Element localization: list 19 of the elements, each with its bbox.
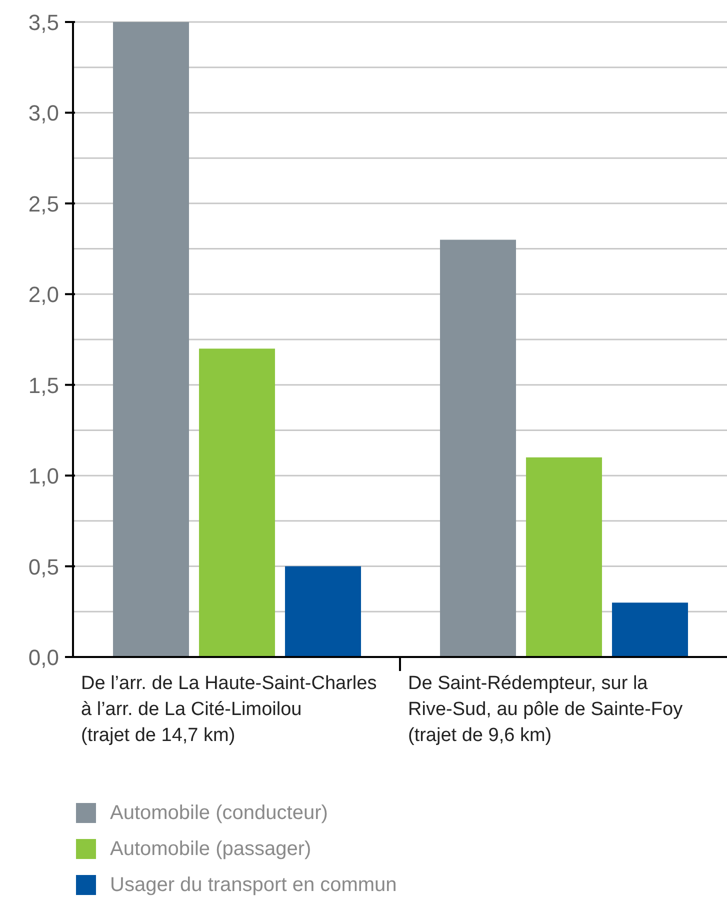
legend-label: Automobile (conducteur) [110,802,328,824]
y-tick-label: 3,5 [28,10,59,35]
y-tick-label: 1,5 [28,372,59,398]
y-tick-label: 0,5 [28,554,59,580]
x-tick-label: De l’arr. de La Haute-Saint-Charles à l’arr. de La Cité-Limoilou (trajet de 14,7 km) [81,673,377,746]
legend-label: Usager du transport en commun [110,874,397,896]
y-tick-label: 3,0 [28,100,59,126]
y-tick-label: 0,0 [28,645,59,670]
bar [199,348,275,657]
legend-label: Automobile (passager) [110,838,312,860]
bar [526,457,602,657]
y-tick-label: 2,5 [28,191,59,216]
x-tick-label: De Saint-Rédempteur, sur la Rive-Sud, au pôle de Sainte-Foy (trajet de 9,6 km) [408,673,684,746]
bar [285,566,361,657]
bar [612,602,688,657]
y-tick-label: 1,0 [28,464,59,489]
y-tick-label: 2,0 [28,282,59,308]
bar [113,22,189,657]
bar [440,240,516,657]
